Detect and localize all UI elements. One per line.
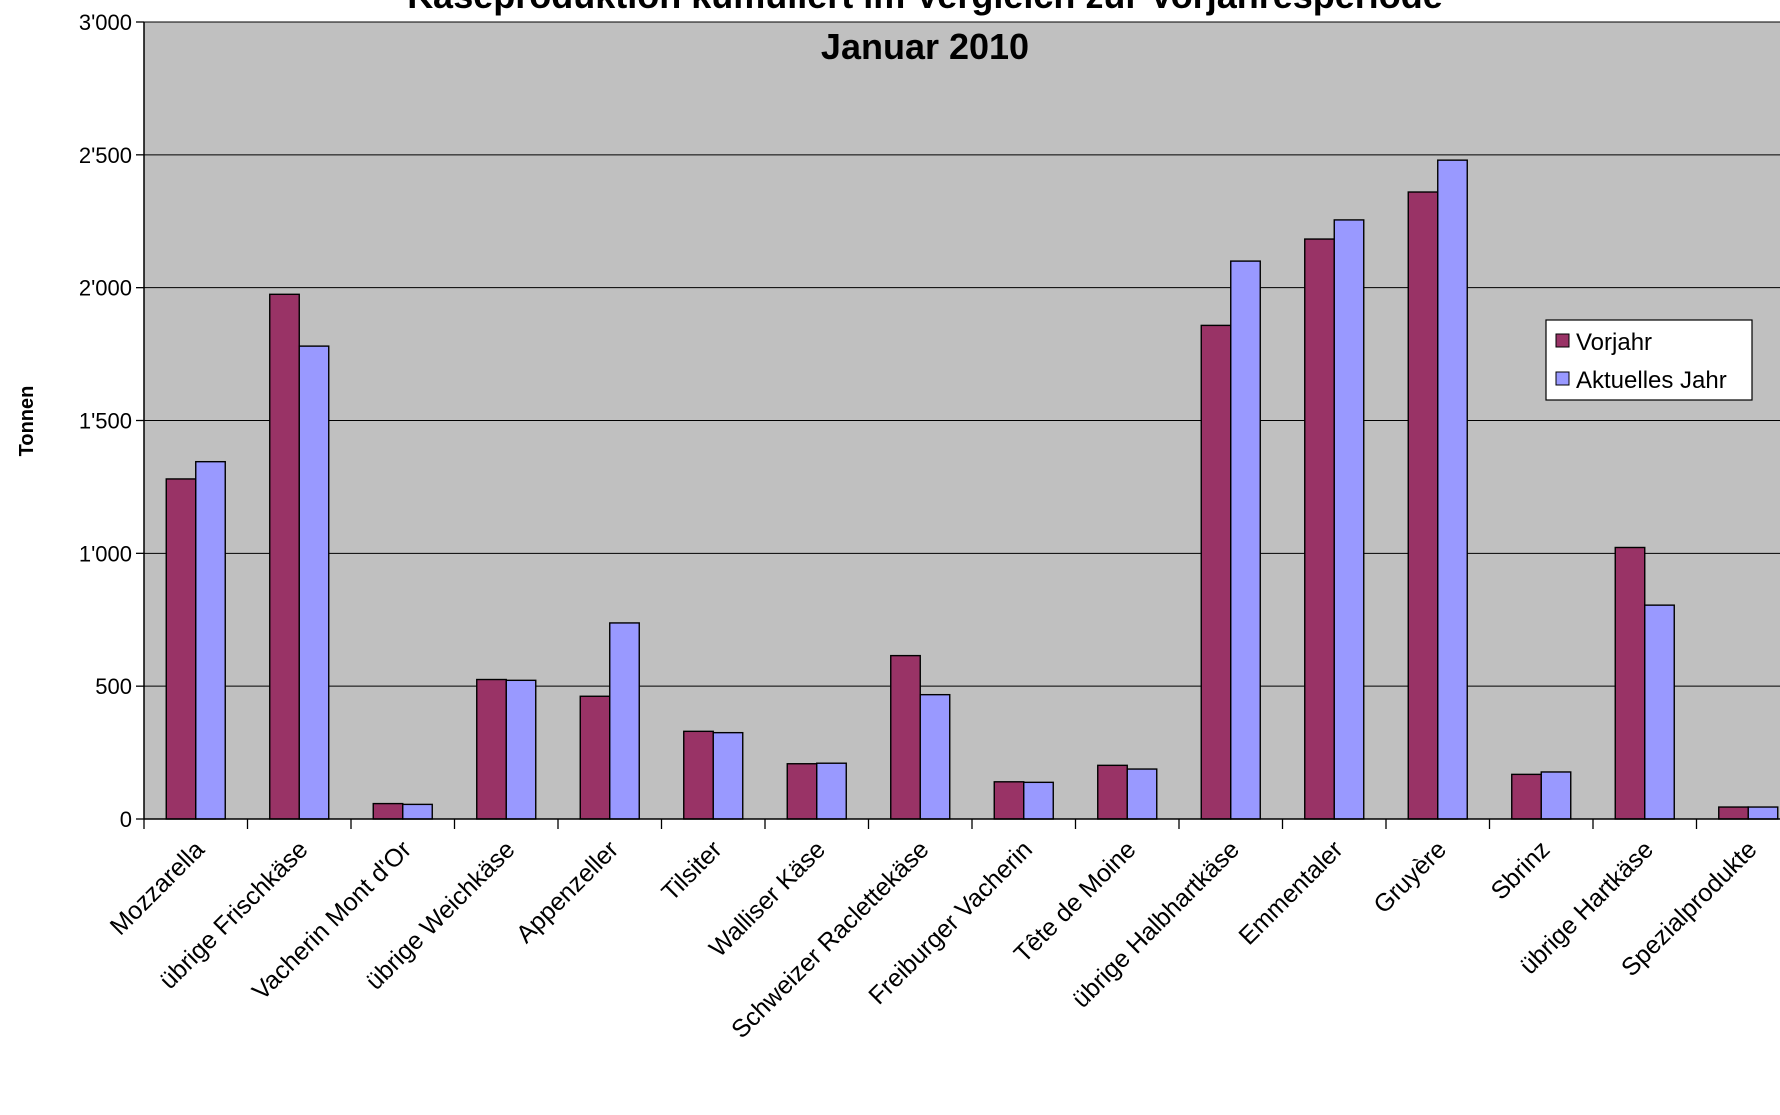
bar-vorjahr xyxy=(1407,191,1439,820)
bar-aktuelles-jahr xyxy=(1333,219,1365,820)
y-tick-label: 3'000 xyxy=(79,10,132,35)
bar-aktuelles-jahr xyxy=(1126,768,1158,820)
legend-swatch-aktuelles-jahr xyxy=(1555,371,1570,386)
bar-aktuelles-jahr xyxy=(609,622,640,820)
y-tick-labels: 0 500 1'000 1'500 2'000 2'500 3'000 xyxy=(79,10,132,832)
bar-vorjahr xyxy=(993,781,1025,820)
bar-vorjahr xyxy=(890,654,921,820)
legend-label-vorjahr: Vorjahr xyxy=(1576,329,1652,356)
bar-vorjahr xyxy=(786,763,818,820)
x-category-label: Sbrinz xyxy=(1486,835,1556,905)
y-tick-label: 0 xyxy=(120,807,132,832)
bar-vorjahr xyxy=(1304,238,1335,820)
bar-aktuelles-jahr xyxy=(919,693,951,820)
bar-aktuelles-jahr xyxy=(505,679,537,820)
gridlines xyxy=(144,21,1780,687)
bar-vorjahr xyxy=(1097,764,1128,820)
chart-title-line-1: Käseproduktion kumuliert im Vergleich zu… xyxy=(407,0,1443,16)
bar-vorjahr xyxy=(579,695,611,820)
legend: Vorjahr Aktuelles Jahr xyxy=(1545,319,1753,401)
x-category-label: Mozzarella xyxy=(105,835,210,940)
bar-aktuelles-jahr xyxy=(195,460,226,820)
x-category-label: Emmentaler xyxy=(1233,835,1348,950)
x-category-label: Gruyère xyxy=(1368,835,1452,919)
bar-vorjahr xyxy=(476,678,507,820)
x-category-label: Tilsiter xyxy=(656,835,727,906)
bar-vorjahr xyxy=(269,293,300,820)
bar-aktuelles-jahr xyxy=(1023,781,1054,820)
bar-aktuelles-jahr xyxy=(712,731,744,820)
bar-aktuelles-jahr xyxy=(402,803,433,820)
legend-swatch-vorjahr xyxy=(1555,333,1570,348)
y-tick-label: 1'500 xyxy=(79,409,132,434)
chart-title-line-2: Januar 2010 xyxy=(821,26,1029,67)
bar-vorjahr xyxy=(372,802,404,820)
bar-vorjahr xyxy=(165,478,197,820)
bar-aktuelles-jahr xyxy=(1644,604,1675,820)
x-category-label: Schweizer Raclettekäse xyxy=(726,835,934,1043)
bar-vorjahr xyxy=(1511,773,1542,820)
legend-label-aktuelles-jahr: Aktuelles Jahr xyxy=(1576,367,1727,394)
bar-aktuelles-jahr xyxy=(1747,806,1779,820)
bar-aktuelles-jahr xyxy=(1540,771,1572,820)
bar-vorjahr xyxy=(1718,806,1749,820)
axes xyxy=(136,21,1780,829)
legend-box xyxy=(1545,319,1753,401)
y-tick-label: 2'000 xyxy=(79,276,132,301)
y-tick-label: 2'500 xyxy=(79,143,132,168)
bar-vorjahr xyxy=(1614,546,1646,820)
y-tick-label: 1'000 xyxy=(79,541,132,566)
bar-aktuelles-jahr xyxy=(298,345,330,820)
bar-aktuelles-jahr xyxy=(1437,159,1468,820)
x-category-label: Appenzeller xyxy=(511,835,624,948)
y-tick-label: 500 xyxy=(95,674,132,699)
bar-vorjahr xyxy=(1200,324,1232,820)
bar-aktuelles-jahr xyxy=(816,762,847,820)
bar-vorjahr xyxy=(683,730,714,820)
y-axis-label: Tonnen xyxy=(16,386,38,457)
bar-aktuelles-jahr xyxy=(1230,260,1261,820)
